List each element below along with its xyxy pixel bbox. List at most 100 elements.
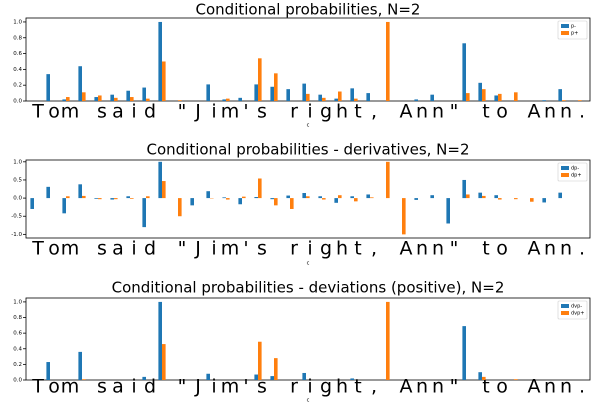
bar — [350, 378, 354, 380]
bar — [158, 161, 162, 199]
bar — [306, 93, 310, 101]
bar — [78, 351, 82, 380]
x-tick-label: i — [307, 238, 312, 260]
x-tick-label: J — [194, 376, 201, 398]
x-tick-label: i — [211, 101, 216, 123]
bar — [498, 93, 502, 101]
bar — [30, 198, 34, 209]
bar — [322, 97, 326, 101]
legend-swatch — [561, 24, 569, 28]
x-tick-label: . — [579, 376, 585, 398]
bar — [270, 86, 274, 101]
bar — [270, 198, 274, 200]
bar — [126, 196, 130, 199]
bar — [386, 21, 390, 102]
x-tick-label: J — [194, 238, 201, 260]
x-tick-label: ' — [243, 376, 248, 398]
bar — [66, 196, 70, 199]
x-tick-label: . — [579, 101, 585, 123]
x-tick-label: g — [320, 238, 332, 260]
x-tick-label: n — [560, 238, 572, 260]
bar — [286, 89, 290, 101]
bar — [206, 191, 210, 199]
bar — [254, 374, 258, 380]
bar — [222, 197, 226, 199]
bar — [162, 181, 166, 199]
x-tick-label: s — [97, 376, 107, 398]
bar — [274, 198, 278, 206]
bar — [206, 373, 210, 380]
bar — [466, 194, 470, 199]
bar — [158, 301, 162, 380]
bar — [254, 84, 258, 101]
x-tick-label: i — [131, 238, 136, 260]
bar — [478, 372, 482, 380]
bar — [142, 198, 146, 228]
x-tick-label: a — [112, 238, 124, 260]
x-tick-label: g — [320, 376, 332, 398]
x-tick-label: m — [221, 101, 240, 123]
bar — [306, 196, 310, 199]
x-tick-label: n — [544, 238, 556, 260]
bar — [386, 161, 390, 199]
bar — [78, 184, 82, 199]
x-tick-label: n — [560, 101, 572, 123]
bar — [178, 100, 182, 101]
legend-swatch — [561, 311, 569, 315]
bar — [238, 198, 242, 205]
x-tick-label: m — [61, 101, 80, 123]
bar — [46, 74, 50, 101]
x-tick-label: t — [354, 101, 361, 123]
x-tick-label: o — [48, 101, 60, 123]
x-tick-label: h — [336, 101, 348, 123]
x-tick-label: t — [354, 238, 361, 260]
bar — [414, 198, 418, 200]
y-tick-label: 0.6 — [13, 331, 22, 337]
bar — [514, 379, 518, 380]
x-tick-label: a — [112, 101, 124, 123]
x-tick-label: t — [482, 238, 489, 260]
bar — [514, 92, 518, 101]
y-tick-label: 0.0 — [13, 378, 22, 384]
x-tick-label: m — [61, 238, 80, 260]
y-tick-label: 1.0 — [13, 299, 22, 305]
y-tick-label: -0.5 — [11, 214, 22, 220]
bar — [62, 198, 66, 214]
x-tick-label: T — [31, 238, 44, 260]
x-tick-label: J — [194, 101, 201, 123]
bar — [162, 61, 166, 101]
bar — [226, 98, 230, 101]
bar — [274, 358, 278, 380]
bar — [366, 93, 370, 101]
bar — [302, 193, 306, 199]
bar — [46, 362, 50, 380]
legend-swatch — [561, 304, 569, 308]
x-tick-label: n — [416, 101, 428, 123]
legend-label: p- — [571, 24, 576, 30]
x-tick-label: n — [544, 376, 556, 398]
y-tick-label: 0.0 — [13, 196, 22, 202]
x-tick-label: h — [336, 376, 348, 398]
x-tick-label: o — [496, 101, 508, 123]
x-tick-label: n — [432, 376, 444, 398]
bar — [286, 195, 290, 199]
x-tick-label: s — [257, 238, 267, 260]
bar — [578, 100, 582, 101]
x-tick-label: T — [31, 376, 44, 398]
bar — [274, 73, 278, 101]
bar — [386, 301, 390, 380]
bar — [82, 195, 86, 199]
bar — [94, 198, 98, 199]
x-tick-label: A — [400, 238, 413, 260]
bar — [158, 21, 162, 102]
bar — [514, 198, 518, 200]
bar — [414, 99, 418, 101]
bar — [558, 89, 562, 101]
bar — [478, 82, 482, 101]
bar — [430, 195, 434, 199]
x-axis-label: c — [307, 398, 310, 404]
x-tick-label: " — [178, 238, 187, 260]
bar — [222, 99, 226, 101]
bar — [354, 198, 358, 202]
bar — [130, 97, 134, 101]
